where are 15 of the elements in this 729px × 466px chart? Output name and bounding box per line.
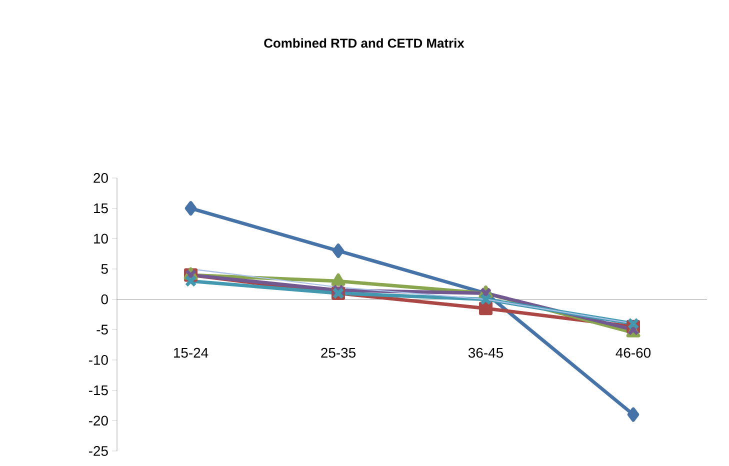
x-tick-label: 36-45 <box>468 348 503 358</box>
y-tick-label: -15 <box>88 385 108 396</box>
x-tick-label: 25-35 <box>321 348 356 358</box>
chart-title: Combined RTD and CETD Matrix <box>264 38 464 48</box>
y-tick-label: -5 <box>96 324 108 335</box>
y-tick-label: 10 <box>94 234 108 244</box>
y-tick-label: 15 <box>94 203 108 214</box>
y-tick-label: 5 <box>101 264 108 274</box>
y-tick-label: -25 <box>88 446 108 456</box>
y-tick-label: -10 <box>88 355 108 365</box>
x-tick-label: 46-60 <box>616 348 651 358</box>
x-tick-label: 15-24 <box>174 348 208 358</box>
y-tick-label: 0 <box>101 294 108 304</box>
y-tick-label: -20 <box>88 416 108 426</box>
y-tick-label: 20 <box>94 173 108 183</box>
